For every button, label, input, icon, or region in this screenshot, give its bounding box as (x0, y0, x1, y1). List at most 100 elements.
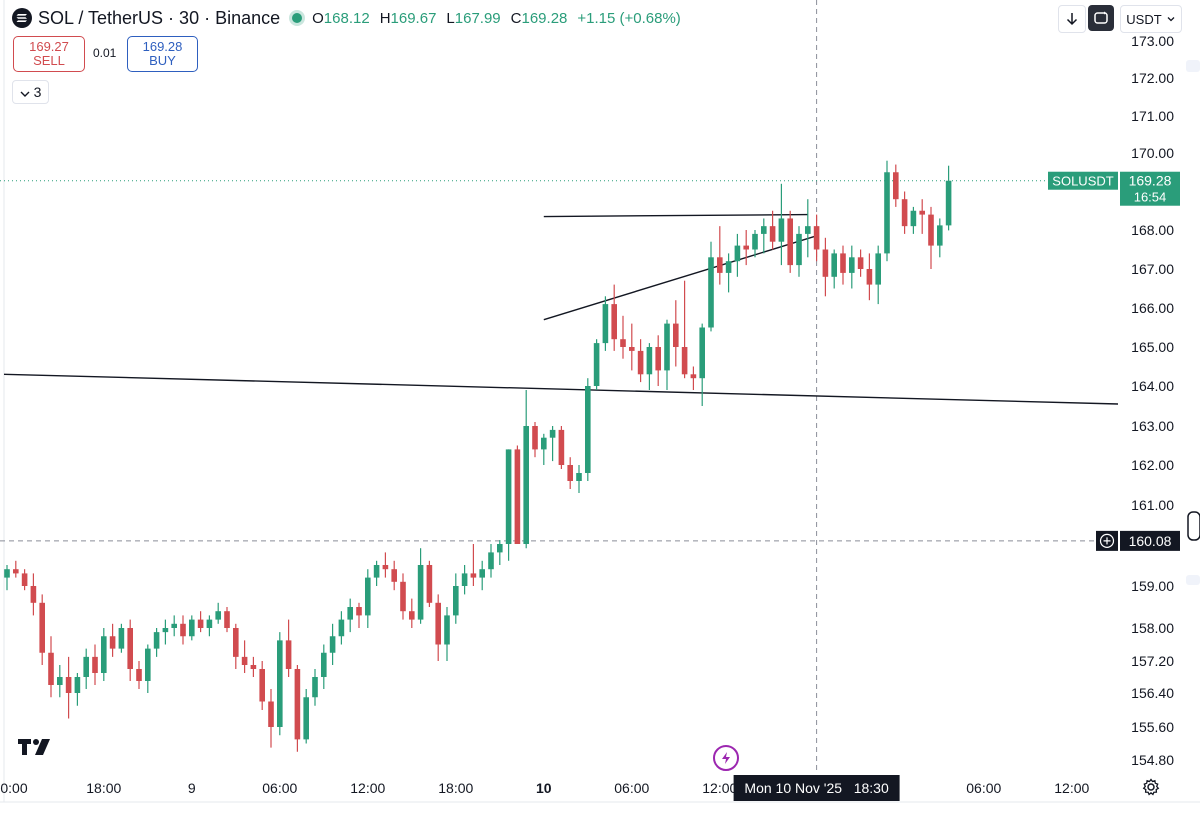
auto-scale-button[interactable] (1088, 5, 1114, 31)
candle[interactable] (197, 611, 204, 633)
candle[interactable] (294, 665, 301, 752)
candle[interactable] (48, 636, 54, 698)
symbol-title[interactable]: SOL / TetherUS · 30 · Binance (38, 7, 281, 28)
candle[interactable] (796, 226, 802, 277)
candle[interactable] (937, 218, 943, 258)
candle[interactable] (567, 457, 573, 489)
candle[interactable] (136, 661, 142, 689)
candle[interactable] (655, 335, 661, 386)
candle[interactable] (83, 648, 89, 689)
candle[interactable] (778, 183, 785, 266)
candle[interactable] (206, 615, 213, 637)
candle[interactable] (259, 661, 265, 710)
candle[interactable] (488, 544, 494, 578)
candle[interactable] (734, 233, 741, 277)
candle[interactable] (514, 445, 521, 545)
buy-button[interactable]: 169.28 BUY (127, 36, 198, 72)
candle[interactable] (849, 245, 855, 289)
candle[interactable] (285, 619, 292, 677)
candle[interactable] (576, 465, 582, 493)
candle[interactable] (532, 422, 538, 458)
candle[interactable] (118, 623, 125, 653)
candle[interactable] (189, 615, 195, 641)
candle[interactable] (919, 199, 925, 234)
candle[interactable] (145, 644, 151, 694)
candle[interactable] (435, 594, 441, 661)
candle[interactable] (277, 632, 283, 736)
candle[interactable] (725, 253, 732, 293)
candle[interactable] (470, 544, 477, 586)
candle[interactable] (479, 560, 485, 591)
candle[interactable] (4, 565, 10, 591)
candle[interactable] (461, 565, 468, 595)
candle[interactable] (233, 623, 239, 669)
candle[interactable] (21, 569, 28, 591)
candle[interactable] (708, 241, 714, 332)
candle[interactable] (928, 206, 934, 269)
candle[interactable] (743, 230, 749, 266)
candle[interactable] (180, 615, 186, 645)
candle[interactable] (74, 673, 81, 706)
candle[interactable] (57, 665, 63, 698)
candle[interactable] (901, 191, 908, 234)
candle[interactable] (347, 598, 353, 633)
candle[interactable] (866, 253, 873, 301)
candle[interactable] (426, 560, 433, 607)
candle[interactable] (787, 210, 793, 273)
candle[interactable] (752, 230, 758, 258)
scroll-to-realtime-button[interactable] (1058, 5, 1086, 33)
candle[interactable] (409, 598, 415, 628)
candle[interactable] (761, 218, 767, 254)
candle[interactable] (717, 226, 723, 285)
candle[interactable] (690, 366, 697, 391)
candle[interactable] (338, 611, 345, 645)
indicators-toggle[interactable]: 3 (12, 80, 49, 104)
sell-button[interactable]: 169.27 SELL (13, 36, 85, 72)
candle[interactable] (162, 619, 169, 645)
candle[interactable] (769, 210, 776, 250)
lightning-icon[interactable] (713, 745, 739, 771)
currency-select[interactable]: USDT (1120, 5, 1182, 33)
candle[interactable] (893, 164, 899, 207)
candle[interactable] (13, 560, 19, 578)
candle[interactable] (101, 628, 107, 681)
trendline[interactable] (3, 373, 1119, 405)
candle[interactable] (945, 165, 952, 231)
candle[interactable] (620, 315, 626, 359)
candle[interactable] (593, 339, 600, 390)
candle[interactable] (637, 339, 644, 383)
candle[interactable] (92, 644, 98, 686)
candle[interactable] (602, 296, 609, 351)
candle[interactable] (611, 284, 617, 351)
candle[interactable] (329, 623, 336, 665)
candle[interactable] (646, 343, 653, 390)
candle[interactable] (65, 656, 72, 719)
candle[interactable] (673, 300, 679, 367)
candle[interactable] (215, 602, 221, 624)
candle[interactable] (250, 656, 257, 677)
candle[interactable] (400, 573, 406, 620)
candle[interactable] (884, 160, 890, 262)
candle[interactable] (681, 280, 688, 379)
candle[interactable] (224, 607, 230, 633)
candle[interactable] (453, 573, 459, 624)
candle[interactable] (523, 390, 529, 549)
candle[interactable] (549, 426, 556, 462)
candle[interactable] (39, 594, 45, 665)
gear-icon[interactable] (1142, 778, 1160, 801)
candle[interactable] (417, 548, 424, 624)
candle[interactable] (541, 433, 547, 465)
candle[interactable] (312, 669, 318, 706)
candle[interactable] (497, 540, 503, 565)
candle[interactable] (585, 378, 591, 481)
candle[interactable] (505, 449, 512, 561)
candle[interactable] (699, 323, 705, 406)
candle[interactable] (373, 560, 380, 586)
candle[interactable] (910, 206, 917, 234)
candle[interactable] (664, 319, 670, 390)
candle[interactable] (30, 573, 37, 616)
candle[interactable] (153, 628, 160, 657)
candle[interactable] (127, 619, 133, 681)
candle[interactable] (857, 249, 864, 277)
